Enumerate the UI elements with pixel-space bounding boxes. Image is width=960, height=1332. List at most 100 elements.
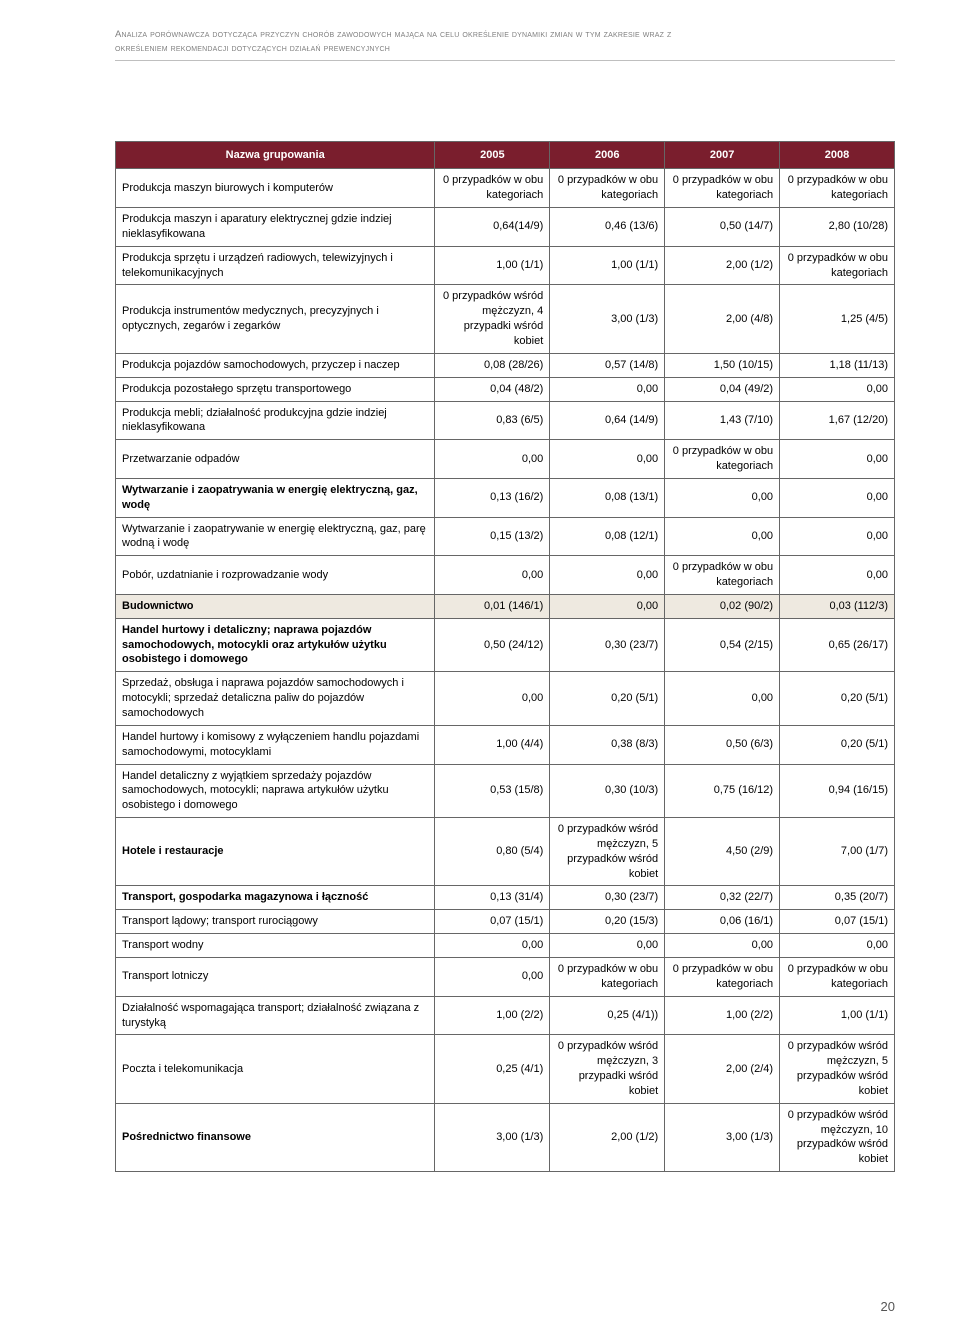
- cell-value: 0,38 (8/3): [550, 725, 665, 764]
- row-label: Hotele i restauracje: [116, 818, 435, 886]
- table-row: Produkcja mebli; działalność produkcyjna…: [116, 401, 895, 440]
- table-row: Handel hurtowy i detaliczny; naprawa poj…: [116, 618, 895, 672]
- col-header-2006: 2006: [550, 141, 665, 169]
- table-row: Produkcja pozostałego sprzętu transporto…: [116, 377, 895, 401]
- page-number: 20: [881, 1299, 895, 1314]
- cell-value: 0,25 (4/1)): [550, 996, 665, 1035]
- cell-value: 0,64 (14/9): [550, 401, 665, 440]
- cell-value: 0,53 (15/8): [435, 764, 550, 818]
- cell-value: 1,25 (4/5): [780, 285, 895, 353]
- cell-value: 2,00 (1/2): [550, 1103, 665, 1171]
- cell-value: 0,00: [435, 672, 550, 726]
- cell-value: 0,00: [665, 934, 780, 958]
- cell-value: 0,30 (23/7): [550, 886, 665, 910]
- cell-value: 0,06 (16/1): [665, 910, 780, 934]
- row-label: Produkcja mebli; działalność produkcyjna…: [116, 401, 435, 440]
- cell-value: 0,13 (16/2): [435, 478, 550, 517]
- row-label: Pobór, uzdatnianie i rozprowadzanie wody: [116, 556, 435, 595]
- cell-value: 7,00 (1/7): [780, 818, 895, 886]
- cell-value: 0,00: [550, 377, 665, 401]
- cell-value: 0 przypadków w obu kategoriach: [780, 246, 895, 285]
- row-label: Produkcja pojazdów samochodowych, przycz…: [116, 353, 435, 377]
- row-label: Budownictwo: [116, 594, 435, 618]
- cell-value: 0 przypadków w obu kategoriach: [780, 169, 895, 208]
- row-label: Produkcja maszyn biurowych i komputerów: [116, 169, 435, 208]
- row-label: Produkcja maszyn i aparatury elektryczne…: [116, 208, 435, 247]
- cell-value: 0,01 (146/1): [435, 594, 550, 618]
- data-table: Nazwa grupowania 2005 2006 2007 2008 Pro…: [115, 141, 895, 1173]
- cell-value: 0 przypadków wśród mężczyzn, 5 przypadkó…: [550, 818, 665, 886]
- cell-value: 0,50 (6/3): [665, 725, 780, 764]
- cell-value: 0,00: [665, 517, 780, 556]
- cell-value: 0,75 (16/12): [665, 764, 780, 818]
- col-header-name: Nazwa grupowania: [116, 141, 435, 169]
- cell-value: 0 przypadków w obu kategoriach: [665, 169, 780, 208]
- cell-value: 0 przypadków w obu kategoriach: [550, 169, 665, 208]
- table-row: Pobór, uzdatnianie i rozprowadzanie wody…: [116, 556, 895, 595]
- cell-value: 0,13 (31/4): [435, 886, 550, 910]
- cell-value: 0,00: [550, 594, 665, 618]
- table-row: Produkcja instrumentów medycznych, precy…: [116, 285, 895, 353]
- row-label: Produkcja pozostałego sprzętu transporto…: [116, 377, 435, 401]
- cell-value: 0,04 (49/2): [665, 377, 780, 401]
- cell-value: 0,00: [435, 934, 550, 958]
- cell-value: 0,50 (24/12): [435, 618, 550, 672]
- cell-value: 0,32 (22/7): [665, 886, 780, 910]
- cell-value: 0,30 (10/3): [550, 764, 665, 818]
- row-label: Poczta i telekomunikacja: [116, 1035, 435, 1103]
- cell-value: 0,20 (5/1): [780, 672, 895, 726]
- row-label: Produkcja sprzętu i urządzeń radiowych, …: [116, 246, 435, 285]
- cell-value: 1,50 (10/15): [665, 353, 780, 377]
- cell-value: 0,80 (5/4): [435, 818, 550, 886]
- table-row: Transport, gospodarka magazynowa i łączn…: [116, 886, 895, 910]
- cell-value: 0,00: [435, 957, 550, 996]
- cell-value: 1,00 (1/1): [435, 246, 550, 285]
- table-row: Poczta i telekomunikacja0,25 (4/1)0 przy…: [116, 1035, 895, 1103]
- cell-value: 0,00: [780, 478, 895, 517]
- row-label: Transport lądowy; transport rurociągowy: [116, 910, 435, 934]
- cell-value: 0,00: [435, 440, 550, 479]
- cell-value: 0,08 (12/1): [550, 517, 665, 556]
- table-row: Transport lądowy; transport rurociągowy0…: [116, 910, 895, 934]
- cell-value: 0 przypadków w obu kategoriach: [780, 957, 895, 996]
- cell-value: 0,07 (15/1): [780, 910, 895, 934]
- table-row: Wytwarzanie i zaopatrywanie w energię el…: [116, 517, 895, 556]
- cell-value: 0,07 (15/1): [435, 910, 550, 934]
- row-label: Transport lotniczy: [116, 957, 435, 996]
- cell-value: 1,00 (1/1): [780, 996, 895, 1035]
- cell-value: 0,94 (16/15): [780, 764, 895, 818]
- table-row: Hotele i restauracje0,80 (5/4)0 przypadk…: [116, 818, 895, 886]
- cell-value: 0,15 (13/2): [435, 517, 550, 556]
- cell-value: 0,00: [550, 556, 665, 595]
- cell-value: 0,00: [550, 934, 665, 958]
- cell-value: 4,50 (2/9): [665, 818, 780, 886]
- col-header-2008: 2008: [780, 141, 895, 169]
- cell-value: 0,64(14/9): [435, 208, 550, 247]
- table-head: Nazwa grupowania 2005 2006 2007 2008: [116, 141, 895, 169]
- cell-value: 0,20 (5/1): [550, 672, 665, 726]
- row-label: Handel hurtowy i detaliczny; naprawa poj…: [116, 618, 435, 672]
- cell-value: 0 przypadków w obu kategoriach: [665, 556, 780, 595]
- cell-value: 0,00: [780, 556, 895, 595]
- cell-value: 0,50 (14/7): [665, 208, 780, 247]
- cell-value: 0,00: [780, 517, 895, 556]
- row-label: Transport, gospodarka magazynowa i łączn…: [116, 886, 435, 910]
- table-row: Handel hurtowy i komisowy z wyłączeniem …: [116, 725, 895, 764]
- cell-value: 1,00 (2/2): [665, 996, 780, 1035]
- table-row: Sprzedaż, obsługa i naprawa pojazdów sam…: [116, 672, 895, 726]
- table-row: Budownictwo0,01 (146/1)0,000,02 (90/2)0,…: [116, 594, 895, 618]
- row-label: Pośrednictwo finansowe: [116, 1103, 435, 1171]
- cell-value: 0,46 (13/6): [550, 208, 665, 247]
- cell-value: 1,18 (11/13): [780, 353, 895, 377]
- cell-value: 0,25 (4/1): [435, 1035, 550, 1103]
- cell-value: 0,00: [550, 440, 665, 479]
- cell-value: 0,04 (48/2): [435, 377, 550, 401]
- cell-value: 2,80 (10/28): [780, 208, 895, 247]
- cell-value: 1,43 (7/10): [665, 401, 780, 440]
- cell-value: 0,00: [780, 377, 895, 401]
- table-row: Produkcja maszyn biurowych i komputerów 0…: [116, 169, 895, 208]
- cell-value: 0,00: [780, 440, 895, 479]
- row-label: Działalność wspomagająca transport; dzia…: [116, 996, 435, 1035]
- row-label: Wytwarzanie i zaopatrywania w energię el…: [116, 478, 435, 517]
- table-row: Pośrednictwo finansowe3,00 (1/3)2,00 (1/…: [116, 1103, 895, 1171]
